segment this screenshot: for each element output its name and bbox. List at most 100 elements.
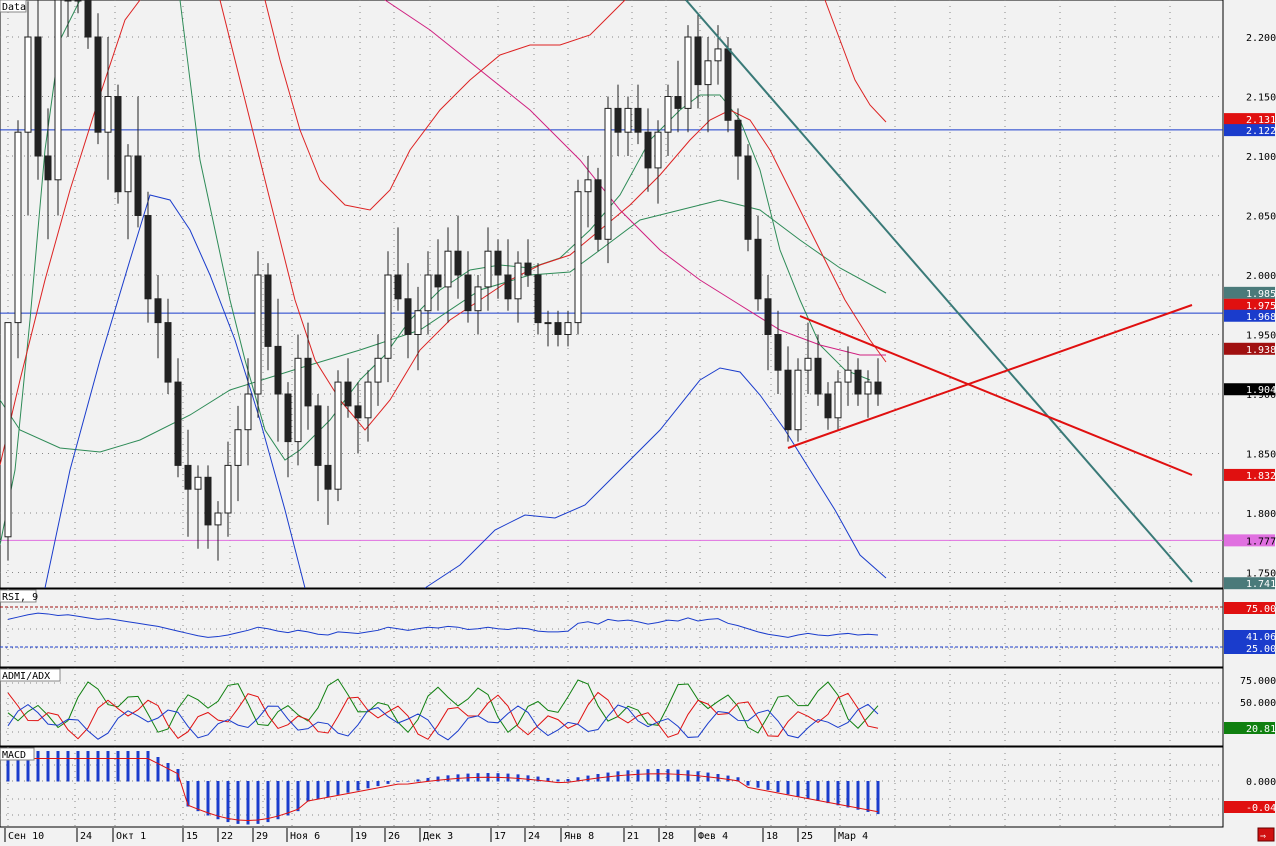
candle-body (514, 262, 522, 300)
candle-body (284, 393, 292, 443)
macd-histogram-bar (686, 770, 690, 782)
macd-panel[interactable] (0, 746, 1224, 828)
macd-histogram-bar (306, 781, 310, 802)
candle-body (294, 357, 302, 443)
macd-histogram-bar (326, 781, 330, 798)
price-badge-text: 1.985 (1246, 289, 1276, 300)
macd-histogram-bar (116, 751, 120, 782)
candle-body (784, 369, 792, 431)
candle-body (184, 464, 192, 490)
candle-body (444, 250, 452, 288)
macd-histogram-bar (816, 781, 820, 801)
rsi-badge (1224, 642, 1275, 654)
x-axis-label: Мар 4 (838, 831, 868, 842)
rsi-panel[interactable] (0, 588, 1224, 668)
candle-body (554, 322, 562, 336)
price-tick-label: 1.900 (1246, 390, 1276, 401)
candle-body (724, 48, 732, 121)
price-badge-text: 1.741 (1246, 579, 1276, 590)
macd-histogram-bar (126, 751, 130, 782)
macd-histogram-bar (166, 763, 170, 782)
price-tick-label: 1.850 (1246, 450, 1276, 461)
ma-fast-green-a (0, 0, 81, 546)
macd-histogram-bar (266, 781, 270, 823)
candle-body (34, 36, 42, 157)
macd-histogram-bar (746, 781, 750, 786)
macd-histogram-bar (236, 781, 240, 824)
macd-histogram-bar (216, 781, 220, 820)
candle-body (364, 381, 372, 419)
ma-pink (384, 0, 886, 356)
macd-histogram-bar (836, 781, 840, 806)
macd-histogram-bar (646, 769, 650, 782)
macd-histogram-bar (136, 751, 140, 782)
macd-histogram-bar (846, 781, 850, 808)
candle-body (634, 107, 642, 133)
candle-body (324, 464, 332, 490)
candle-body (764, 298, 772, 335)
candle-body (794, 369, 802, 431)
macd-signal-line (8, 758, 879, 822)
adx-panel[interactable] (0, 667, 1224, 747)
candle-body (384, 274, 392, 359)
macd-histogram-bar (406, 781, 410, 782)
x-axis-label: Ноя 6 (290, 831, 320, 842)
candle-body (344, 381, 352, 407)
triangle-upper-line (799, 315, 1193, 476)
candle-body (824, 393, 832, 419)
macd-histogram-bar (676, 769, 680, 782)
candle-body (624, 107, 632, 133)
price-tick-label: 1.950 (1246, 331, 1276, 342)
macd-histogram-bar (106, 751, 110, 782)
candle-body (244, 393, 252, 431)
macd-histogram-bar (316, 781, 320, 800)
candle-body (814, 357, 822, 395)
macd-histogram-bar (386, 781, 390, 784)
candle-body (354, 405, 362, 419)
rsi-badge-text: 41.06 (1246, 632, 1276, 643)
macd-histogram-bar (756, 781, 760, 788)
candle-body (744, 155, 752, 240)
price-tick-label: 2.000 (1246, 271, 1276, 282)
x-axis-label: Фев 4 (698, 831, 728, 842)
macd-histogram-bar (196, 781, 200, 812)
candle-body (424, 274, 432, 312)
candle-body (654, 131, 662, 169)
price-badge (1224, 342, 1275, 355)
candle-body (24, 36, 32, 133)
candle-body (534, 274, 542, 324)
price-badge (1224, 113, 1275, 126)
macd-histogram-bar (626, 770, 630, 782)
candle-body (124, 155, 132, 193)
macd-histogram-bar (186, 781, 190, 807)
price-badge-text: 2.122 (1246, 126, 1276, 137)
x-axis-label: Дек 3 (423, 831, 453, 842)
candle-body (714, 48, 722, 62)
candle-body (264, 274, 272, 347)
x-axis-label: 19 (355, 831, 367, 842)
candle-body (334, 381, 342, 490)
price-tick-label: 1.750 (1246, 569, 1276, 580)
candle-body (524, 262, 532, 276)
candle-body (194, 476, 202, 490)
macd-histogram-bar (56, 751, 60, 782)
candle-body (54, 0, 62, 181)
rsi-badge (1224, 630, 1275, 642)
macd-histogram-bar (376, 781, 380, 787)
candle-body (74, 0, 82, 2)
macd-histogram-bar (526, 775, 530, 782)
adx-badge (1224, 722, 1275, 734)
corner-scroll-button[interactable] (1257, 827, 1275, 842)
price-badge-text: 1.975 (1246, 301, 1276, 312)
macd-histogram-bar (76, 751, 80, 782)
candle-body (564, 322, 572, 336)
x-axis-label: 24 (528, 831, 540, 842)
price-panel[interactable] (0, 0, 1224, 589)
adx-badge-text: 20.814 (1246, 724, 1276, 735)
macd-histogram-bar (16, 751, 20, 782)
candle-body (584, 179, 592, 193)
x-axis-label: 17 (494, 831, 506, 842)
adx-plus-di (7, 678, 879, 734)
x-axis-label: 18 (766, 831, 778, 842)
macd-panel-label: MACD (2, 750, 26, 761)
